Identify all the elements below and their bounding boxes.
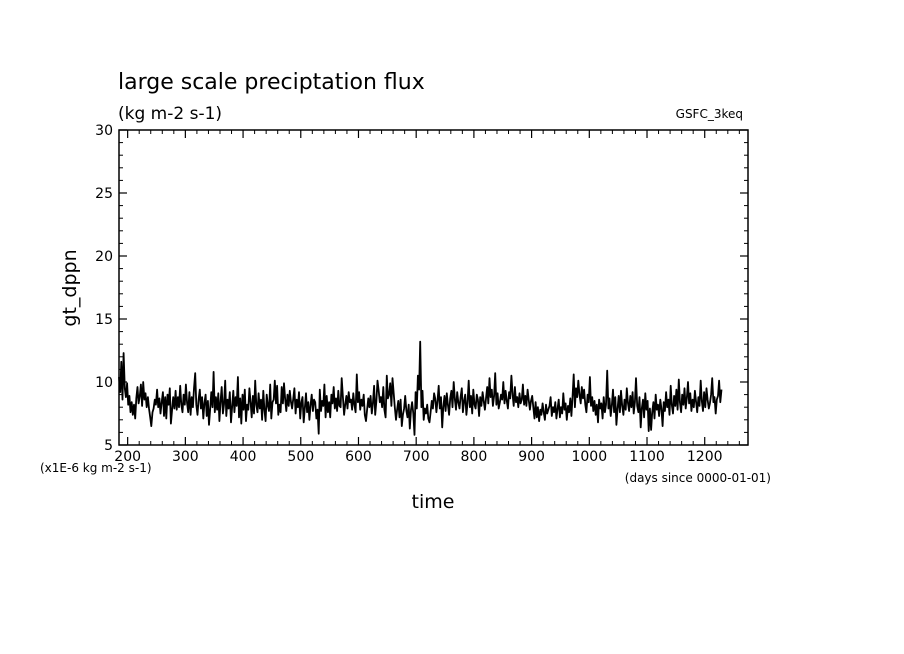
x-tick-label: 300 [172, 449, 199, 465]
x-units: (days since 0000-01-01) [625, 471, 771, 485]
x-tick-label: 800 [461, 449, 488, 465]
x-tick-label: 500 [287, 449, 314, 465]
run-label: GSFC_3keq [676, 107, 743, 121]
x-axis: 200 300 400 500 600 700 800 900 1000 1100 1200 [114, 130, 740, 465]
y-tick-label: 30 [95, 123, 113, 139]
chart-title: large scale preciptation flux [118, 70, 425, 95]
x-tick-label: 200 [114, 449, 141, 465]
x-tick-label: 700 [403, 449, 430, 465]
y-axis: 5 10 15 20 25 30 [95, 123, 748, 454]
x-tick-label: 1000 [571, 449, 607, 465]
series-line [118, 340, 723, 436]
y-tick-label: 25 [95, 186, 113, 202]
x-axis-label: time [412, 491, 455, 513]
y-tick-label: 5 [104, 438, 113, 454]
x-tick-label: 1200 [687, 449, 723, 465]
x-tick-label: 400 [230, 449, 257, 465]
y-units: (x1E-6 kg m-2 s-1) [40, 461, 152, 475]
y-axis-label: gt_dppn [59, 249, 81, 326]
chart-subtitle: (kg m-2 s-1) [118, 104, 222, 124]
x-tick-label: 600 [345, 449, 372, 465]
x-tick-label: 1100 [629, 449, 665, 465]
plot-frame [118, 129, 749, 446]
x-tick-label: 900 [518, 449, 545, 465]
y-tick-label: 20 [95, 249, 113, 265]
y-tick-label: 10 [95, 375, 113, 391]
y-tick-label: 15 [95, 312, 113, 328]
